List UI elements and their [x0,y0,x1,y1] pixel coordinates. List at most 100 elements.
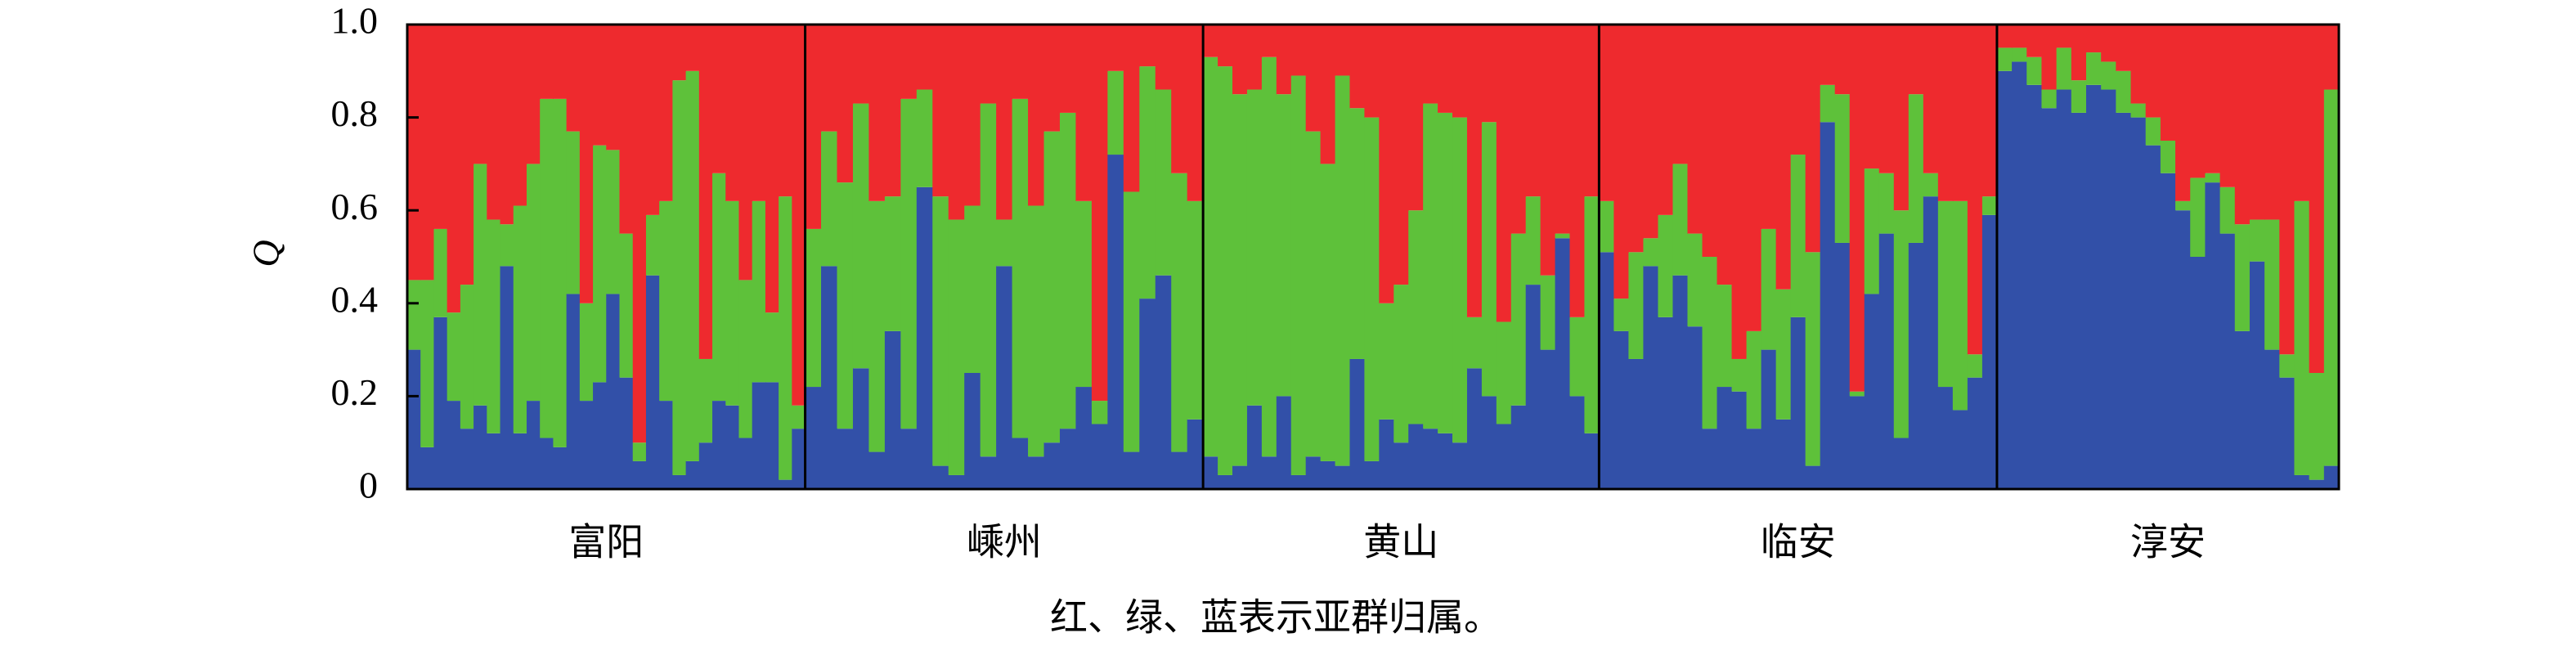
bar-segment [916,89,933,187]
group-label: 嵊州 [967,522,1042,563]
bar-segment [1923,173,1939,197]
bar-segment [1393,442,1409,489]
bar-segment [1746,330,1762,429]
bar-segment [1290,25,1307,76]
bar-segment [2056,47,2072,90]
bar-segment [792,405,806,429]
bar-segment [2190,257,2206,489]
bar-segment [1510,405,1527,489]
bar-segment [619,233,634,378]
bar-segment [980,25,997,104]
bar-segment [2190,25,2206,178]
bar-segment [1059,429,1077,489]
bar-segment [1028,456,1045,489]
bar-segment [1820,25,1836,85]
bar-segment [821,131,838,267]
bar-segment [1408,424,1424,489]
bar-segment [553,98,568,447]
bar-segment [619,25,634,234]
bar-segment [540,25,554,99]
bar-segment [1187,419,1204,489]
bar-segment [1761,349,1777,489]
bar-segment [765,312,779,383]
bar-segment [1139,25,1156,67]
bar-segment [1320,164,1336,461]
bar-segment [1379,419,1394,489]
bar-segment [1555,233,1571,239]
bar-segment [1276,94,1292,397]
bar-segment [1349,358,1366,489]
bar-segment [1452,117,1468,443]
bar-segment [1658,317,1674,489]
bar-segment [837,182,854,429]
bar-segment [1952,410,1968,489]
bar-segment [779,196,792,480]
bar-segment [1525,25,1542,197]
bar-segment [1893,210,1910,438]
bar-segment [738,438,753,489]
bar-segment [632,460,647,489]
bar-segment [1687,326,1703,489]
bar-segment [1717,387,1733,489]
caption: 红、绿、蓝表示亚群归属。 [1050,597,1501,639]
bar-segment [1276,25,1292,95]
group-label: 富阳 [568,522,644,563]
bar-segment [1599,25,1614,201]
bar-segment [2205,182,2221,489]
bar-segment [1658,25,1674,215]
bar-segment [2190,177,2206,257]
bar-segment [1335,25,1351,76]
bar-segment [2130,117,2147,489]
bar-segment [1702,257,1718,429]
bar-segment [460,25,474,285]
bar-segment [2249,261,2265,489]
bar-segment [996,219,1013,267]
bar-segment [1687,233,1703,327]
bar-segment [645,25,660,215]
bar-segment [2323,89,2340,466]
bar-segment [1349,108,1366,359]
bar-segment [2323,25,2340,90]
bar-segment [725,405,740,489]
bar-segment [487,219,501,433]
bar-segment [1335,465,1351,489]
bar-segment [579,401,594,489]
bar-segment [487,25,501,220]
bar-segment [2205,25,2221,173]
bar-segment [1967,25,1983,355]
bar-segment [1320,460,1336,489]
bar-segment [738,25,753,281]
bar-segment [2085,84,2102,489]
bar-segment [1775,419,1792,489]
bar-segment [1672,164,1689,276]
bar-segment [805,25,822,229]
bar-segment [1246,405,1263,489]
bar-segment [2145,145,2161,489]
bar-segment [1028,25,1045,206]
bar-segment [779,25,792,197]
bar-segment [1305,456,1322,489]
bar-segment [672,474,687,489]
bar-segment [2279,25,2296,355]
bar-segment [837,429,854,489]
bar-segment [2205,173,2221,183]
bar-segment [932,196,949,466]
bar-segment [2012,25,2027,48]
bar-segment [526,25,541,164]
bar-segment [1123,25,1140,192]
bar-segment [1203,56,1218,457]
bar-segment [2175,200,2191,211]
bar-segment [1555,238,1571,489]
bar-segment [805,387,822,489]
bar-segment [1496,424,1512,489]
bar-segment [2145,117,2161,146]
bar-segment [2160,25,2176,141]
bar-segment [765,25,779,313]
bar-segment [1599,200,1614,253]
bar-segment [1643,238,1659,267]
bar-segment [1423,429,1438,489]
y-tick-label: 0.2 [331,371,379,413]
bar-segment [779,479,792,489]
bar-segment [712,173,726,402]
